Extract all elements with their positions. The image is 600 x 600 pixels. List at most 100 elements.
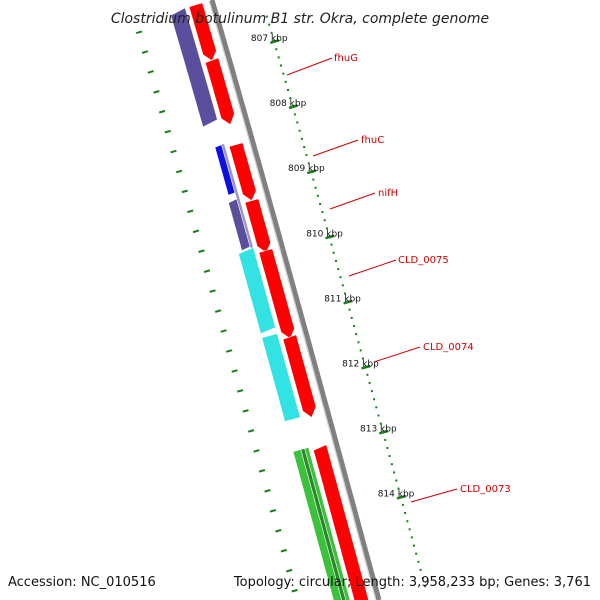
outer-tick — [220, 329, 227, 333]
scale-dot — [321, 211, 324, 214]
scale-dot — [339, 276, 342, 279]
gene-label-fhug: fhuG — [334, 53, 358, 64]
orf-arrow — [282, 334, 317, 418]
outer-tick — [170, 149, 177, 154]
orf-arrow — [228, 142, 257, 202]
outer-tick — [181, 189, 188, 194]
outer-tick — [269, 509, 277, 513]
scale-tick-label: 809 kbp — [288, 164, 325, 174]
leader-line — [329, 192, 376, 210]
scale-dot — [270, 31, 273, 34]
scale-dot — [386, 447, 389, 449]
scale-dot — [319, 203, 322, 205]
scale-dot — [268, 23, 271, 26]
scale-dot — [305, 154, 308, 157]
outer-tick — [275, 529, 282, 533]
scale-dot — [300, 137, 303, 140]
scale-dot — [404, 512, 407, 514]
scale-dot — [298, 129, 301, 132]
gene-label-fhuc: fhuC — [361, 135, 384, 146]
scale-dot — [277, 56, 280, 59]
scale-major-tick — [343, 299, 353, 305]
outer-tick — [198, 249, 205, 253]
scale-dot — [410, 536, 413, 539]
scale-dot — [401, 503, 404, 506]
scale-dot — [332, 251, 335, 254]
scale-dot — [393, 471, 396, 474]
scale-dot — [316, 194, 319, 197]
scale-dot — [312, 178, 315, 181]
scale-dot — [390, 463, 393, 466]
orf-arrow — [204, 57, 235, 126]
scale-dot — [330, 243, 333, 246]
gene-label-cld-0075: CLD_0075 — [398, 255, 449, 266]
scale-tick-label: 813 kbp — [360, 425, 397, 435]
outer-tick — [247, 429, 255, 433]
scale-dot — [282, 72, 285, 75]
orf-arrow — [188, 2, 217, 62]
gene-block-cld-0074 — [261, 333, 301, 422]
scale-tick-label: 810 kbp — [306, 229, 343, 239]
scale-dot — [388, 455, 391, 458]
outer-tick — [214, 309, 222, 313]
gene-label-cld-0074: CLD_0074 — [423, 342, 474, 353]
scale-major-tick — [288, 104, 298, 110]
accession-text: Accession: NC_010516 — [8, 575, 156, 590]
scale-dot — [424, 585, 426, 588]
outer-tick — [231, 369, 238, 373]
outer-tick — [258, 469, 266, 473]
scale-dot — [406, 520, 409, 523]
outer-tick — [136, 30, 143, 35]
gene-block-cld-0075 — [238, 247, 276, 335]
orf-arrow — [313, 444, 369, 600]
outer-tick — [209, 289, 216, 293]
scale-dot — [296, 121, 299, 124]
orf-track — [188, 2, 369, 600]
scale-dot — [325, 227, 328, 230]
outer-tick — [141, 50, 149, 54]
scale-dot — [307, 162, 310, 165]
scale-dot — [344, 292, 346, 295]
scale-major-tick — [361, 364, 371, 370]
scale-dot — [415, 552, 418, 555]
scale-dot — [289, 97, 292, 100]
outer-tick — [225, 349, 233, 353]
outer-tick — [242, 409, 249, 413]
scale-tick-label: 811 kbp — [324, 295, 361, 305]
scale-dot — [370, 390, 373, 393]
scale-dot — [408, 528, 411, 531]
outer-tick — [164, 129, 171, 134]
outer-tick — [147, 70, 154, 74]
scale-dot — [417, 560, 420, 563]
scale-dot — [368, 381, 371, 384]
leader-line — [286, 57, 333, 76]
gene-label-cld-0073: CLD_0073 — [460, 484, 511, 495]
leader-line — [348, 259, 397, 277]
scale-major-tick — [269, 39, 280, 45]
outer-tick — [280, 548, 287, 553]
orf-arrow — [244, 198, 272, 254]
backbone — [208, 0, 382, 600]
gene-stripe — [300, 448, 347, 600]
backbone-highlight — [208, 0, 377, 600]
scale-dot — [366, 373, 369, 376]
outer-tick — [187, 209, 194, 214]
scale-tick-label: 814 kbp — [378, 490, 415, 500]
outer-tick — [158, 109, 166, 114]
leader-line — [312, 139, 359, 157]
scale-dot — [350, 316, 353, 319]
leader-line — [410, 488, 458, 503]
gene-label-nifh: nifH — [378, 188, 398, 199]
scale-dot — [303, 146, 306, 148]
scale-dot — [293, 113, 296, 116]
scale-tick-label: 807 kbp — [251, 34, 288, 44]
scale-ruler: 807 kbp 808 kbp 809 kbp 810 kbp 811 kbp 812 k… — [136, 15, 426, 593]
gene-labels: fhuG fhuC nifH CLD_0075 CLD_0074 CLD_0073 — [286, 53, 511, 503]
scale-dot — [335, 259, 337, 262]
scale-dot — [395, 479, 398, 482]
scale-dot — [337, 268, 340, 271]
scale-dot — [375, 406, 378, 409]
scale-dot — [275, 48, 278, 51]
scale-dot — [359, 349, 362, 352]
